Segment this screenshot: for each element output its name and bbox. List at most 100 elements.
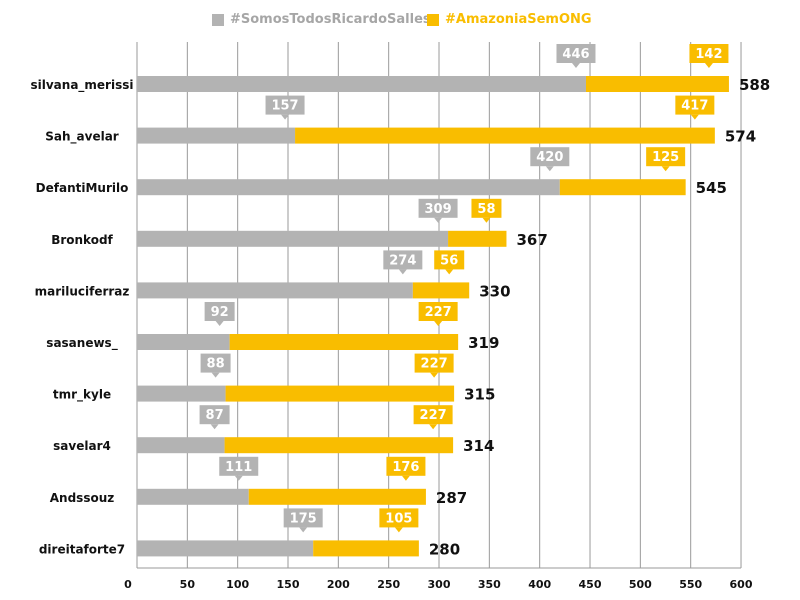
bar-amazonia (313, 540, 419, 557)
x-tick-label: 200 (327, 578, 350, 591)
x-tick-label: 300 (428, 578, 451, 591)
total-label: 545 (696, 179, 727, 197)
x-tick-label: 0 (124, 578, 132, 591)
data-label-somostodos-pointer (571, 63, 580, 68)
data-label-amazonia-box (675, 95, 715, 115)
data-label-amazonia-pointer (445, 269, 454, 275)
category-label: savelar4 (53, 439, 111, 453)
data-label-somostodos-box (530, 147, 570, 167)
data-label-amazonia-pointer (661, 166, 670, 172)
legend-item-somostodos: #SomosTodosRicardoSalles (212, 12, 431, 27)
data-label-somostodos: 87 (206, 408, 224, 423)
total-label: 574 (725, 128, 756, 146)
bar-somostodos (137, 282, 413, 299)
data-label-amazonia-pointer (394, 527, 403, 533)
data-label-amazonia-pointer (429, 424, 438, 430)
bar-amazonia (559, 179, 686, 196)
bar-amazonia (224, 437, 454, 454)
bar-amazonia (412, 282, 470, 299)
data-label-somostodos: 92 (211, 305, 229, 320)
legend: #SomosTodosRicardoSalles #AmazoniaSemONG (0, 12, 800, 32)
x-tick-label: 450 (579, 578, 602, 591)
data-label-amazonia-box (471, 198, 502, 218)
data-label-amazonia-pointer (704, 63, 713, 68)
total-label: 280 (429, 540, 460, 558)
total-label: 315 (464, 386, 495, 404)
data-label-amazonia: 142 (695, 47, 722, 62)
data-label-amazonia: 227 (425, 305, 452, 320)
total-label: 319 (468, 334, 499, 352)
bar-amazonia (585, 76, 729, 92)
data-label-amazonia-pointer (434, 321, 443, 326)
legend-item-amazonia: #AmazoniaSemONG (427, 12, 592, 27)
data-label-somostodos-box (199, 405, 230, 425)
x-tick-label: 250 (377, 578, 400, 591)
data-label-somostodos: 111 (225, 460, 252, 475)
data-label-somostodos: 88 (207, 357, 225, 372)
data-label-somostodos: 420 (536, 150, 563, 165)
data-label-amazonia-box (414, 353, 454, 373)
data-label-somostodos: 309 (425, 202, 452, 217)
data-label-amazonia-pointer (690, 114, 699, 120)
category-label: sasanews_ (46, 336, 117, 351)
bar-somostodos (137, 76, 586, 92)
data-label-somostodos-box (204, 302, 235, 321)
data-label-somostodos-pointer (398, 269, 407, 275)
bar-amazonia (229, 334, 459, 350)
bar-somostodos (137, 488, 249, 505)
data-label-amazonia: 417 (681, 99, 708, 114)
bar-amazonia (295, 127, 715, 144)
data-label-somostodos-box (383, 250, 423, 270)
legend-swatch-somostodos (212, 13, 224, 26)
data-label-amazonia: 176 (392, 460, 419, 475)
data-label-amazonia: 58 (477, 202, 495, 217)
data-label-amazonia-box (434, 250, 465, 270)
bar-somostodos (137, 437, 225, 454)
data-label-somostodos-pointer (215, 321, 224, 326)
category-label: silvana_merissi (30, 78, 133, 93)
data-label-somostodos-box (556, 44, 596, 63)
bar-somostodos (137, 334, 230, 350)
data-label-amazonia: 227 (421, 357, 448, 372)
total-label: 314 (463, 437, 494, 455)
data-label-amazonia-box (413, 405, 453, 425)
data-label-amazonia-pointer (401, 475, 410, 481)
category-label: Bronkodf (51, 233, 113, 247)
bar-amazonia (448, 230, 507, 247)
x-tick-label: 100 (226, 578, 249, 591)
bar-somostodos (137, 127, 296, 144)
data-label-amazonia-box (689, 44, 729, 63)
x-tick-label: 50 (180, 578, 196, 591)
bar-amazonia (225, 385, 455, 402)
data-label-amazonia-pointer (430, 372, 439, 378)
total-label: 367 (516, 231, 547, 249)
data-label-somostodos-box (265, 95, 305, 115)
category-label: tmr_kyle (53, 388, 111, 403)
bar-amazonia (248, 488, 426, 505)
data-label-somostodos-box (283, 508, 323, 528)
category-label: Andssouz (50, 491, 114, 505)
data-label-somostodos-pointer (299, 527, 308, 533)
data-label-somostodos-box (200, 353, 231, 373)
legend-label-amazonia: #AmazoniaSemONG (445, 12, 592, 27)
category-label: mariluciferraz (35, 284, 130, 298)
data-label-somostodos-box (418, 198, 458, 218)
x-tick-label: 600 (730, 578, 753, 591)
data-label-somostodos: 446 (562, 47, 589, 62)
x-tick-label: 350 (478, 578, 501, 591)
x-tick-label: 550 (679, 578, 702, 591)
data-label-amazonia-pointer (482, 217, 491, 223)
bar-somostodos (137, 540, 314, 557)
category-label: direitaforte7 (39, 542, 125, 556)
total-label: 330 (479, 282, 510, 300)
x-tick-label: 400 (528, 578, 551, 591)
bar-somostodos (137, 385, 226, 402)
data-label-somostodos-pointer (211, 372, 220, 378)
data-label-amazonia-box (646, 147, 686, 167)
bar-somostodos (137, 230, 449, 247)
data-label-somostodos-pointer (234, 475, 243, 481)
legend-swatch-amazonia (427, 13, 439, 26)
data-label-somostodos: 274 (389, 253, 416, 268)
data-label-somostodos-box (219, 456, 259, 476)
